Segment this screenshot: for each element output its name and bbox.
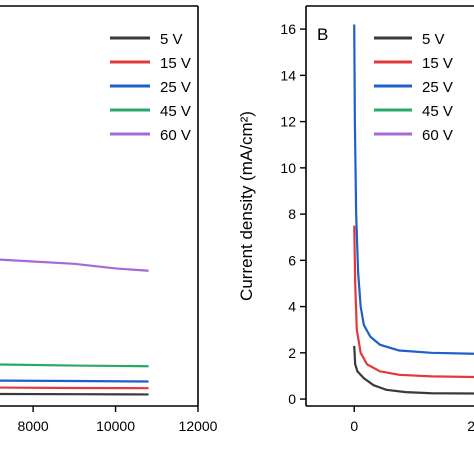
panel-b: 0 2000 0 2 4 6 8 10 12 14 16 Current density (mA/cm…	[237, 5, 474, 434]
series-line-25v	[0, 379, 149, 383]
legend-label: 60 V	[422, 127, 453, 144]
legend-label: 15 V	[160, 55, 191, 72]
legend-label: 45 V	[422, 103, 453, 120]
y-tick-label: 2	[288, 345, 296, 361]
y-tick-label: 4	[288, 299, 296, 315]
x-tick-label: 2000	[467, 418, 474, 434]
y-axis-title: Current density (mA/cm²)	[237, 111, 256, 301]
panel-label: B	[317, 25, 328, 44]
series-line-60v	[0, 258, 149, 272]
legend-label: 25 V	[422, 79, 453, 96]
series-line-15v	[353, 225, 474, 379]
legend-label: 5 V	[160, 31, 183, 48]
y-tick-label: 8	[288, 206, 296, 222]
y-tick-label: 12	[280, 114, 296, 130]
y-tick-label: 16	[280, 21, 296, 37]
series-line-5v	[353, 345, 474, 395]
legend-label: 25 V	[160, 79, 191, 96]
x-tick-label: 10000	[96, 418, 135, 434]
x-tick-label: 12000	[179, 418, 218, 434]
series-line-15v	[0, 386, 149, 390]
y-tick-label: 0	[288, 391, 296, 407]
y-tick-label: 10	[280, 160, 296, 176]
x-tick-label: 0	[350, 418, 358, 434]
legend-label: 15 V	[422, 55, 453, 72]
panel-a: 8000 10000 12000 5 V 15 V 25 V 45 V 60 V	[0, 5, 218, 434]
series-line-45v	[0, 363, 149, 368]
legend-label: 45 V	[160, 103, 191, 120]
series-line-25v	[353, 24, 474, 355]
x-tick-label: 8000	[18, 418, 49, 434]
y-tick-label: 14	[280, 67, 296, 83]
y-tick-label: 6	[288, 252, 296, 268]
legend-label: 5 V	[422, 31, 445, 48]
legend-label: 60 V	[160, 127, 191, 144]
